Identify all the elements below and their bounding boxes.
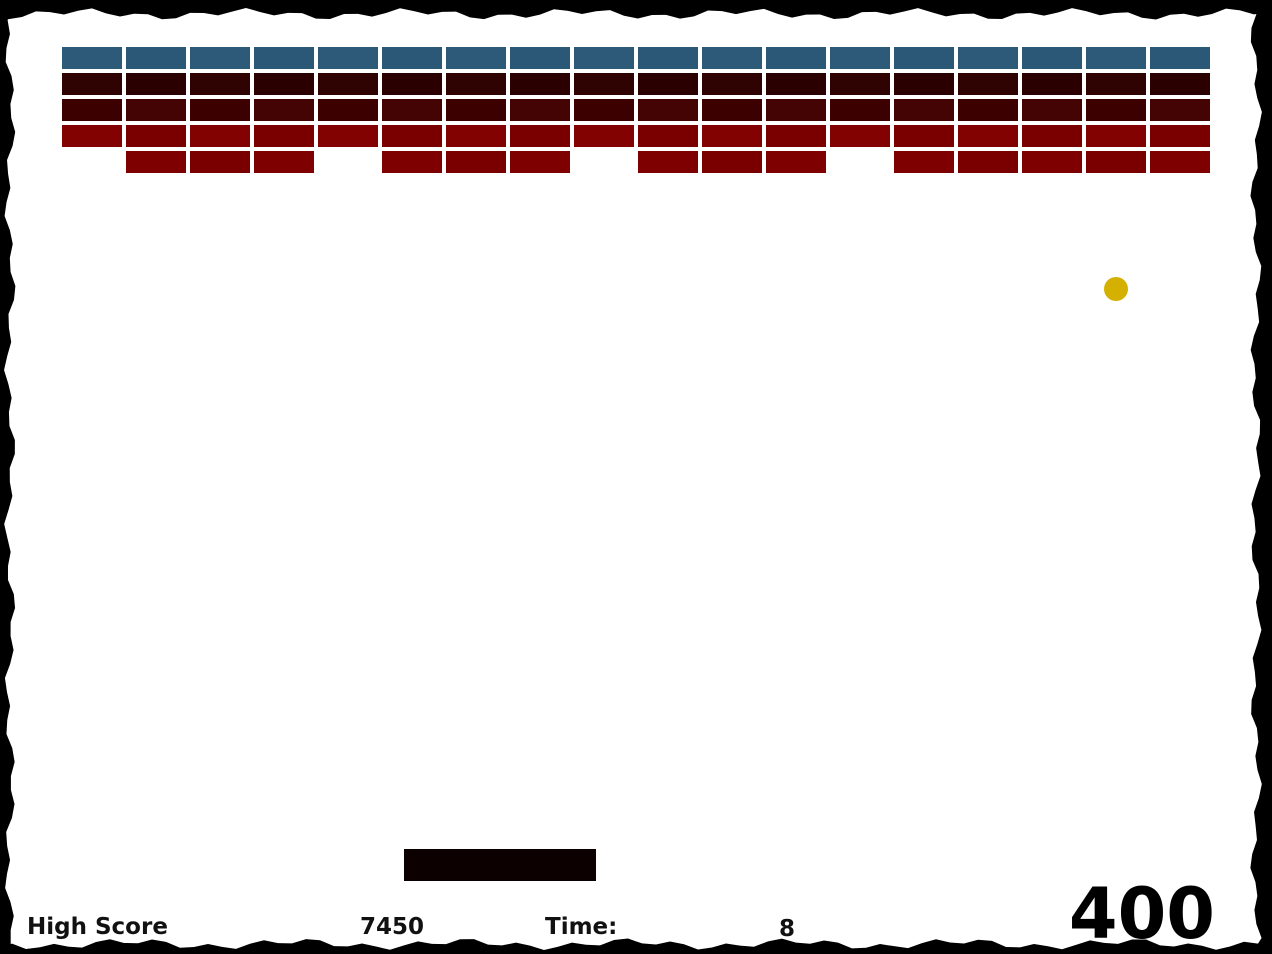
- brick: [254, 47, 314, 69]
- brick: [318, 99, 378, 121]
- brick: [510, 73, 570, 95]
- brick: [190, 151, 250, 173]
- brick: [830, 125, 890, 147]
- brick: [190, 99, 250, 121]
- brick: [766, 125, 826, 147]
- brick: [62, 73, 122, 95]
- high-score-label: High Score: [27, 914, 168, 940]
- brick: [958, 99, 1018, 121]
- brick: [702, 47, 762, 69]
- brick: [1150, 151, 1210, 173]
- brick: [382, 73, 442, 95]
- brick: [126, 73, 186, 95]
- brick: [638, 99, 698, 121]
- brick: [446, 47, 506, 69]
- brick: [318, 125, 378, 147]
- brick: [1022, 125, 1082, 147]
- ball: [1104, 277, 1128, 301]
- brick: [830, 99, 890, 121]
- brick: [894, 47, 954, 69]
- brick: [958, 125, 1018, 147]
- brick: [1086, 73, 1146, 95]
- brick: [1150, 47, 1210, 69]
- brick: [62, 47, 122, 69]
- brick: [702, 125, 762, 147]
- brick: [574, 99, 634, 121]
- time-label: Time:: [545, 914, 617, 940]
- brick: [830, 73, 890, 95]
- brick: [510, 151, 570, 173]
- score: 400: [1069, 873, 1215, 954]
- brick: [766, 99, 826, 121]
- brick: [894, 151, 954, 173]
- brick: [1086, 47, 1146, 69]
- brick: [574, 73, 634, 95]
- brick: [190, 47, 250, 69]
- brick: [766, 47, 826, 69]
- brick: [1150, 73, 1210, 95]
- brick-wall: [62, 47, 1210, 173]
- brick: [1150, 99, 1210, 121]
- brick: [126, 151, 186, 173]
- brick: [766, 151, 826, 173]
- brick: [190, 125, 250, 147]
- brick: [62, 125, 122, 147]
- brick: [702, 73, 762, 95]
- brick: [958, 73, 1018, 95]
- brick: [1086, 125, 1146, 147]
- brick: [638, 151, 698, 173]
- brick: [638, 125, 698, 147]
- brick: [382, 151, 442, 173]
- brick: [702, 99, 762, 121]
- brick: [1022, 73, 1082, 95]
- brick: [446, 73, 506, 95]
- brick: [1022, 151, 1082, 173]
- time: 8: [779, 916, 795, 942]
- brick: [382, 99, 442, 121]
- brick: [702, 151, 762, 173]
- brick: [62, 99, 122, 121]
- brick: [318, 73, 378, 95]
- brick: [958, 47, 1018, 69]
- brick: [126, 99, 186, 121]
- brick: [254, 125, 314, 147]
- brick: [254, 73, 314, 95]
- brick: [574, 125, 634, 147]
- brick: [446, 99, 506, 121]
- brick: [638, 73, 698, 95]
- brick: [126, 125, 186, 147]
- brick: [510, 47, 570, 69]
- brick: [1086, 99, 1146, 121]
- brick: [382, 125, 442, 147]
- brick: [510, 125, 570, 147]
- brick: [510, 99, 570, 121]
- paddle[interactable]: [404, 849, 596, 881]
- brick: [1086, 151, 1146, 173]
- brick: [958, 151, 1018, 173]
- brick: [894, 125, 954, 147]
- brick: [894, 99, 954, 121]
- play-field: [4, 8, 1262, 950]
- brick: [766, 73, 826, 95]
- brick: [1022, 99, 1082, 121]
- brick: [254, 151, 314, 173]
- brick: [638, 47, 698, 69]
- brick: [1150, 125, 1210, 147]
- brick: [446, 125, 506, 147]
- brick: [190, 73, 250, 95]
- brick: [894, 73, 954, 95]
- brick: [318, 47, 378, 69]
- brick: [1022, 47, 1082, 69]
- brick: [830, 47, 890, 69]
- high-score: 7450: [360, 914, 424, 940]
- brick: [446, 151, 506, 173]
- brick: [574, 47, 634, 69]
- brick: [382, 47, 442, 69]
- brick: [254, 99, 314, 121]
- brick: [126, 47, 186, 69]
